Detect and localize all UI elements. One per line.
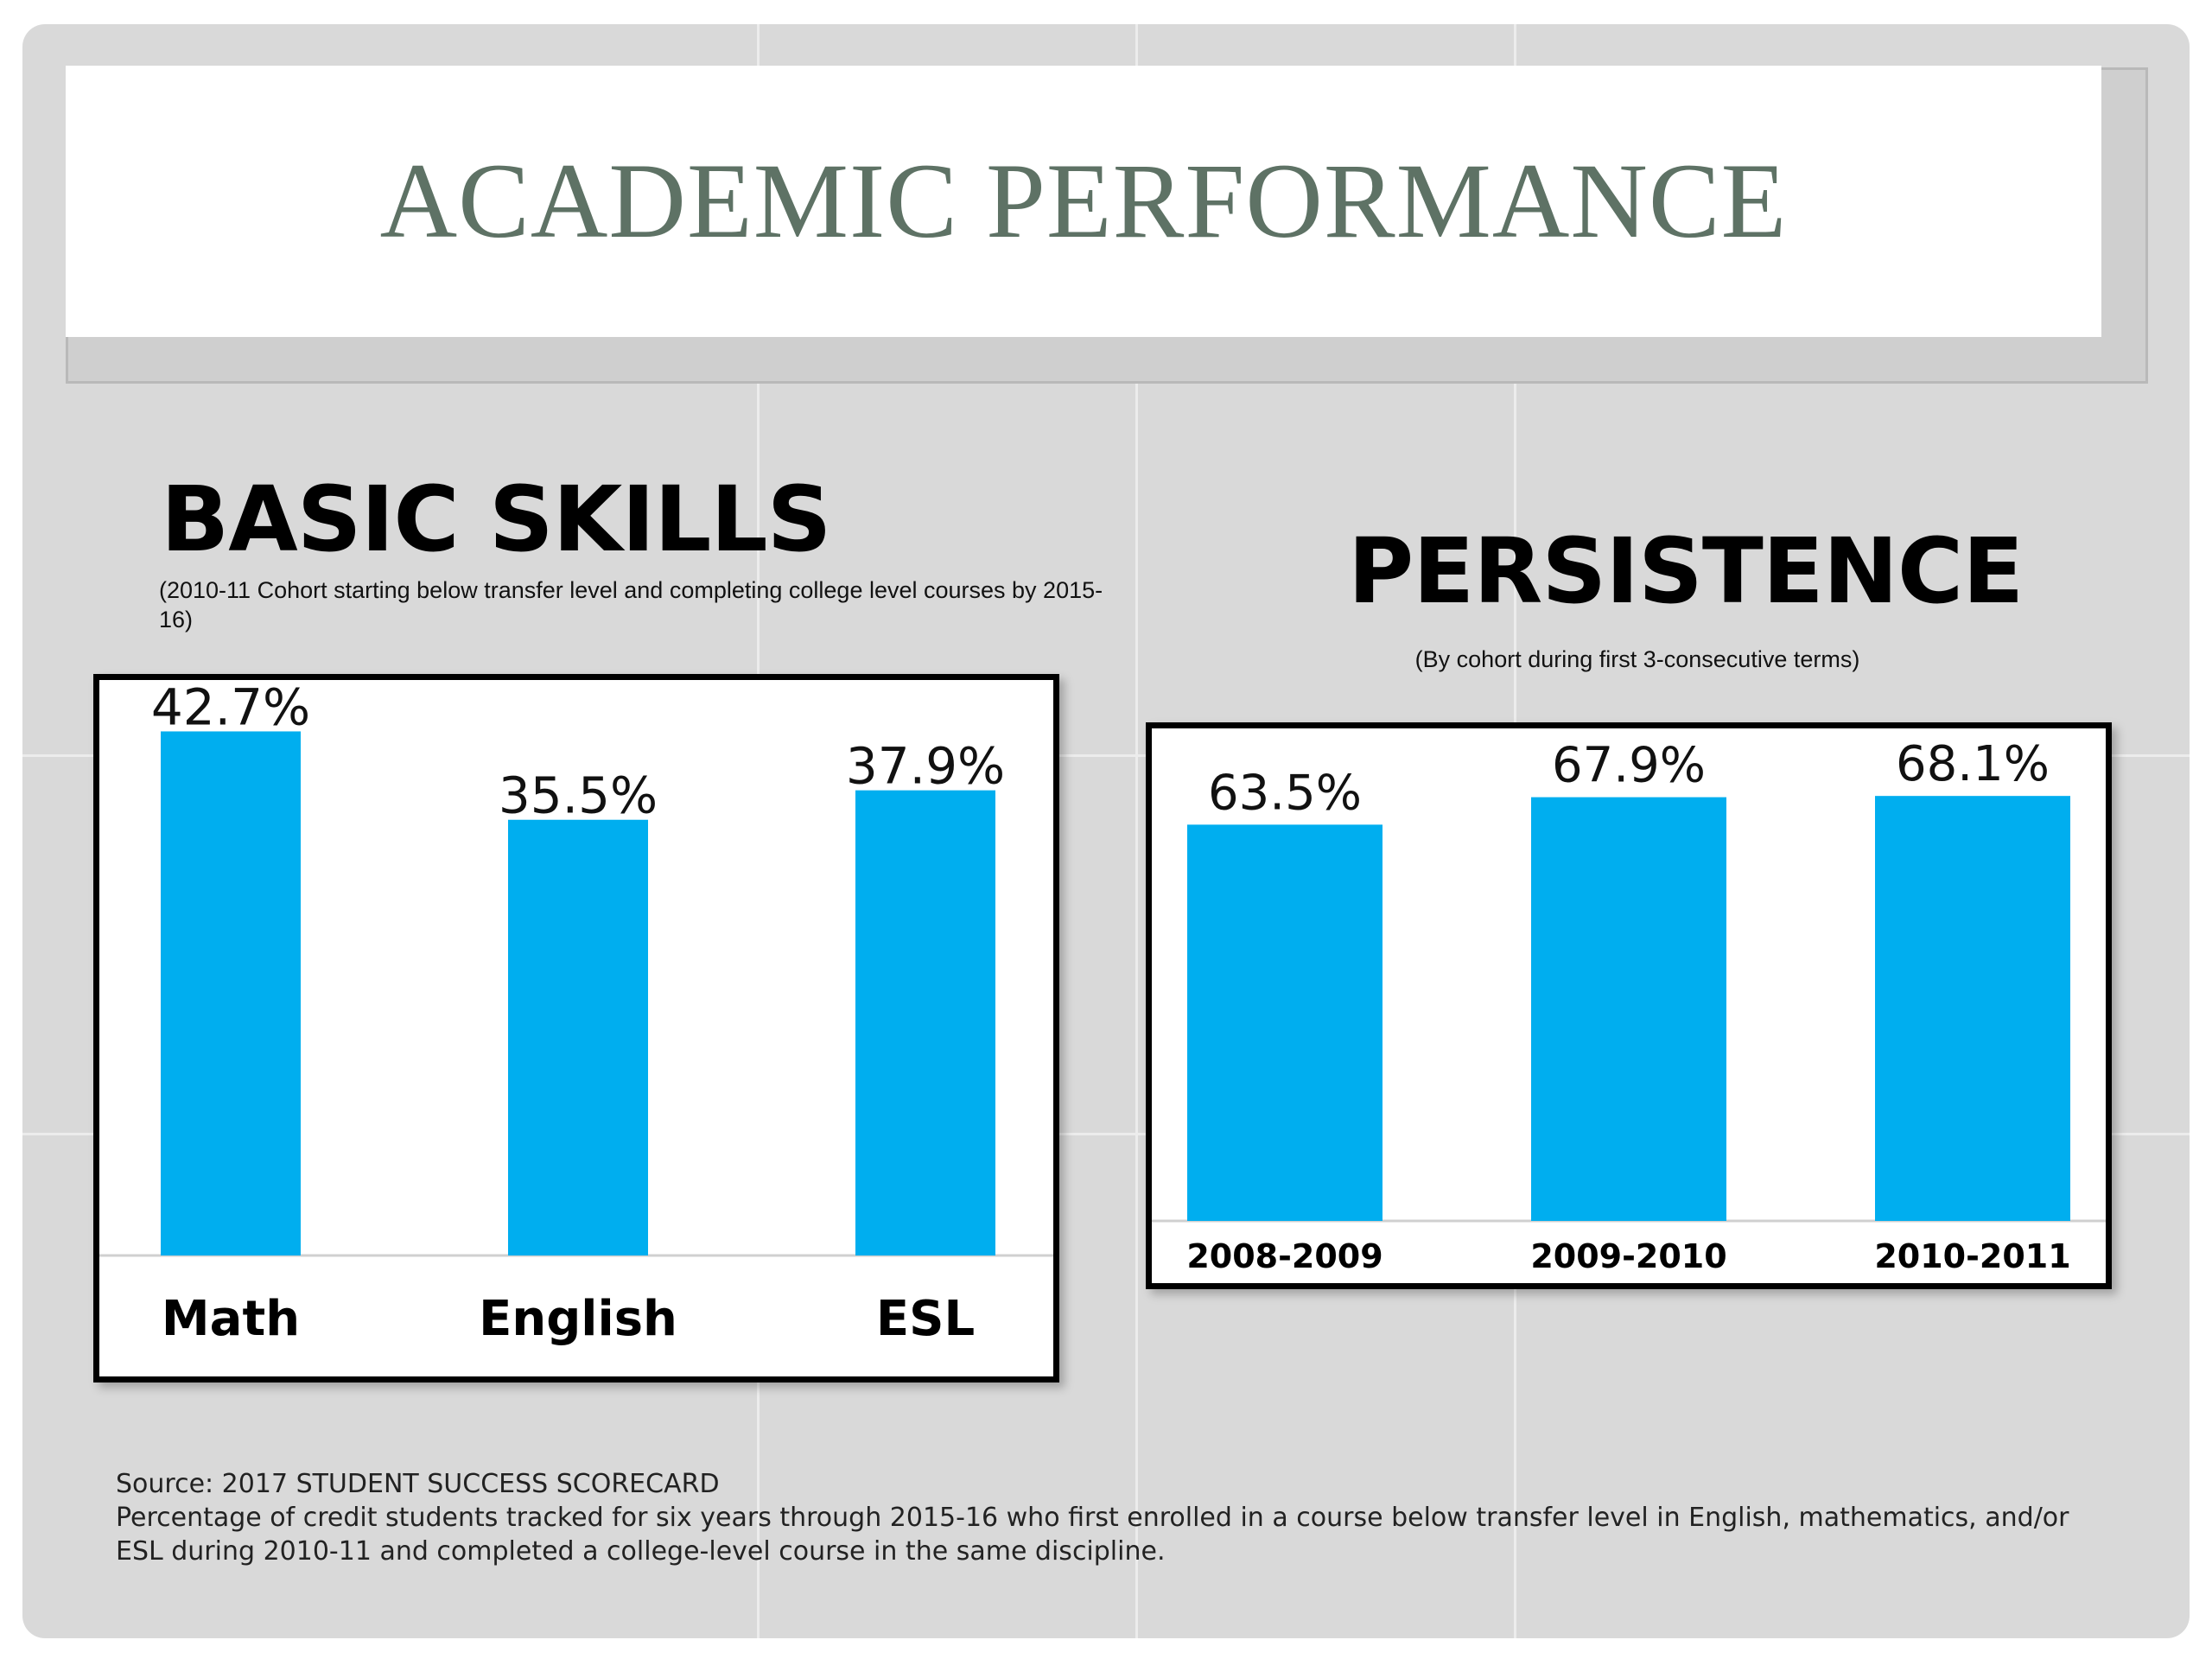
grid-line (22, 754, 2190, 757)
basic-skills-heading: BASIC SKILLS (161, 467, 832, 572)
basic-skills-value-label: 35.5% (499, 766, 658, 825)
slide-title: ACADEMIC PERFORMANCE (379, 142, 1788, 260)
persistence-category-label: 2009-2010 (1530, 1237, 1726, 1275)
persistence-chart: 63.5% 2008-2009 67.9% 2009-2010 68.1% 2010-20… (1146, 722, 2112, 1289)
basic-skills-bar (161, 731, 301, 1255)
source-description: Percentage of credit students tracked fo… (116, 1503, 2069, 1567)
basic-skills-note: (2010-11 Cohort starting below transfer … (159, 577, 1103, 632)
persistence-category-label: 2010-2011 (1874, 1237, 2070, 1275)
basic-skills-category-label: Math (162, 1291, 300, 1347)
source-note: Source: 2017 STUDENT SUCCESS SCORECARD P… (116, 1467, 2120, 1568)
persistence-chart-svg: 63.5% 2008-2009 67.9% 2009-2010 68.1% 2010-20… (1152, 736, 2106, 1275)
basic-skills-value-label: 42.7% (151, 680, 310, 736)
basic-skills-bar (855, 790, 995, 1255)
basic-skills-category-label: ESL (876, 1291, 975, 1347)
grid-line (1135, 24, 1138, 1638)
title-box: ACADEMIC PERFORMANCE (66, 66, 2101, 337)
persistence-heading: PERSISTENCE (1348, 518, 2024, 624)
persistence-value-label: 68.1% (1896, 736, 2050, 792)
basic-skills-chart: 42.7% Math 35.5% English 37.9% ESL (93, 674, 1059, 1382)
grid-line (22, 1133, 2190, 1135)
basic-skills-chart-svg: 42.7% Math 35.5% English 37.9% ESL (99, 680, 1053, 1347)
persistence-bar (1187, 824, 1382, 1221)
persistence-value-label: 63.5% (1208, 765, 1362, 821)
basic-skills-bar (508, 819, 648, 1255)
persistence-bar (1875, 796, 2070, 1221)
persistence-category-label: 2008-2009 (1186, 1237, 1382, 1275)
basic-skills-value-label: 37.9% (846, 737, 1005, 796)
source-line: Source: 2017 STUDENT SUCCESS SCORECARD (116, 1469, 720, 1499)
persistence-note: (By cohort during first 3-consecutive te… (1414, 646, 1860, 672)
persistence-bar (1531, 797, 1726, 1221)
persistence-value-label: 67.9% (1552, 738, 1706, 794)
basic-skills-category-label: English (479, 1291, 677, 1347)
